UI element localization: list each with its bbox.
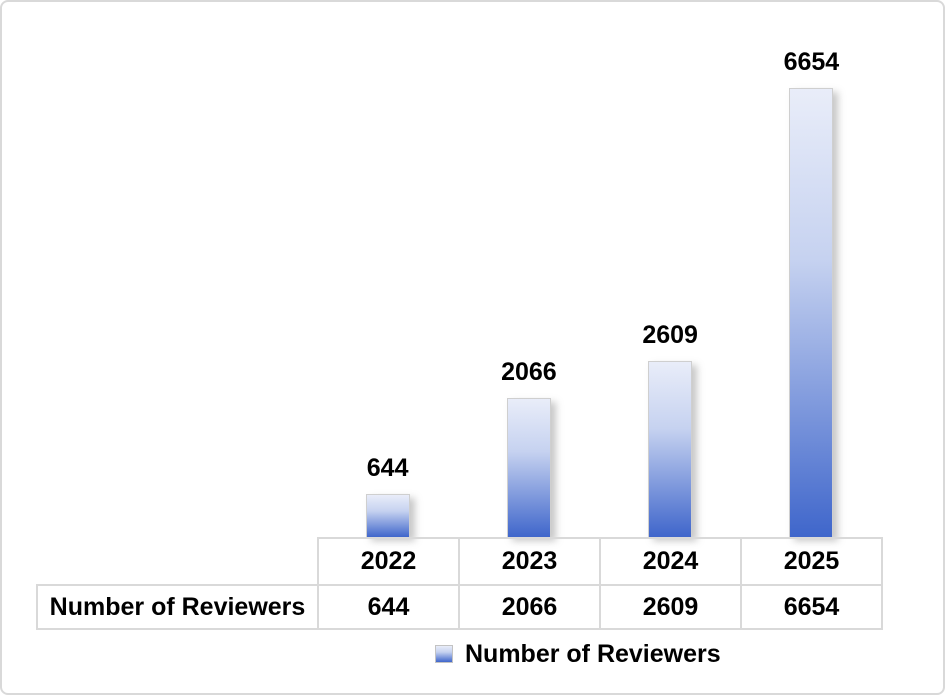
value-cell-2023: 2066 — [458, 584, 601, 630]
bar-2025 — [789, 88, 834, 537]
value-cell-2025: 6654 — [740, 584, 883, 630]
data-label-2023: 2066 — [501, 358, 557, 386]
legend: Number of Reviewers — [435, 640, 721, 668]
legend-swatch-icon — [435, 645, 453, 663]
data-label-2022: 644 — [366, 454, 409, 482]
data-label-2024: 2609 — [642, 321, 698, 349]
legend-label: Number of Reviewers — [465, 640, 721, 668]
bar-2022 — [365, 494, 410, 537]
data-label-2025: 6654 — [783, 48, 840, 76]
bar-2024 — [648, 361, 693, 537]
value-cell-2022: 644 — [317, 584, 460, 630]
year-header-2024: 2024 — [599, 537, 742, 586]
year-header-2022: 2022 — [317, 537, 460, 586]
table-blank-cell — [37, 538, 318, 585]
year-header-2025: 2025 — [740, 537, 883, 586]
bar-group-2024: 2609 — [600, 320, 740, 537]
value-cell-2024: 2609 — [599, 584, 742, 630]
bar-2023 — [506, 398, 551, 537]
bar-group-2022: 644 — [318, 453, 458, 537]
series-row-header: Number of Reviewers — [36, 584, 319, 630]
data-table: 2022 2023 2024 2025 Number of Reviewers … — [36, 537, 883, 630]
year-header-2023: 2023 — [458, 537, 601, 586]
bar-group-2025: 6654 — [741, 47, 881, 537]
bar-group-2023: 2066 — [459, 357, 599, 537]
table-values-row: Number of Reviewers 644 2066 2609 6654 — [36, 584, 883, 630]
table-header-row: 2022 2023 2024 2025 — [37, 537, 883, 586]
